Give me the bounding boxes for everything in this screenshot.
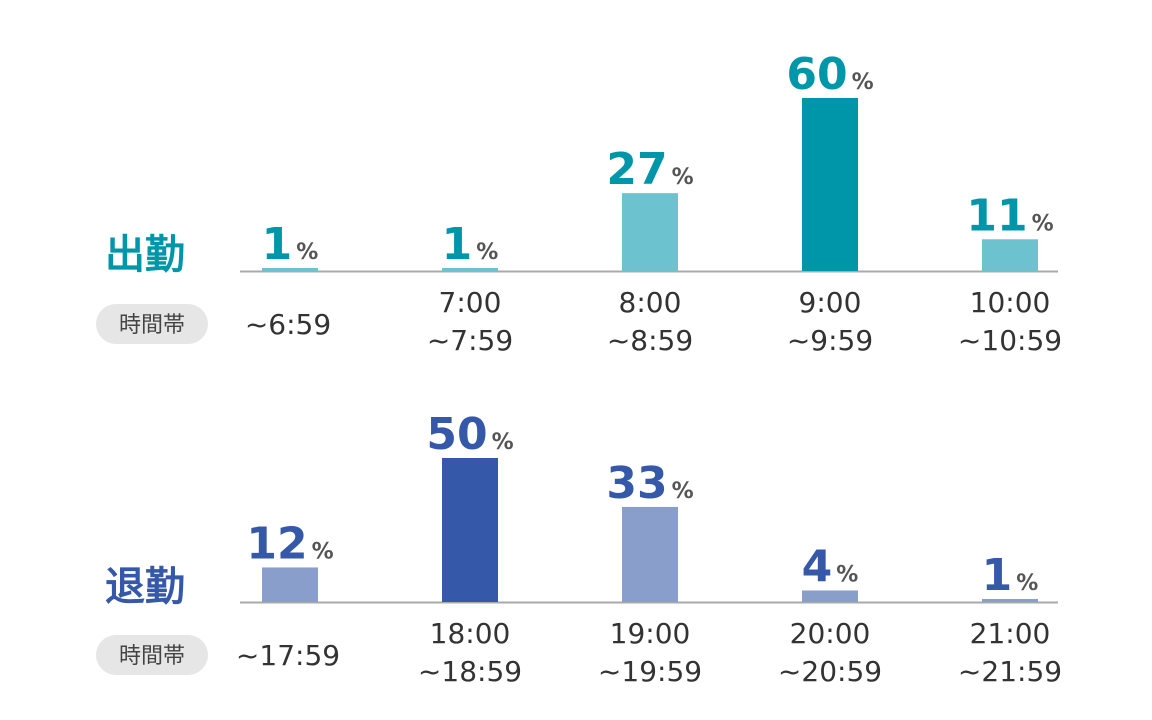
data-label-unit: %	[476, 240, 498, 265]
bar	[442, 268, 498, 271]
bars-departure: 12 % ~17:59 50 % 18:00 ~18:59 33 % 19:00 ~19:59 4 % 2…	[236, 409, 1062, 688]
data-label: 60%	[786, 49, 873, 100]
data-label: 1%	[982, 550, 1039, 601]
bar	[802, 590, 858, 602]
data-label-unit: %	[296, 240, 318, 265]
xaxis-label-arrival: 時間帯	[119, 313, 185, 338]
bar	[982, 239, 1038, 271]
data-label-value: 50	[426, 409, 487, 460]
bars-arrival: 1 % ~6:59 1 % 7:00 ~7:59 27 % 8:00 ~8:59 60 % 9:00 ~9:…	[240, 49, 1062, 357]
data-label-unit: %	[1016, 571, 1038, 596]
tick-label: 21:00 ~21:59	[958, 617, 1062, 688]
tick-label: 20:00 ~20:59	[778, 617, 882, 688]
data-label-value: 11	[966, 190, 1027, 241]
panel-title-departure: 退勤	[105, 564, 185, 610]
tick-label: 9:00 ~9:59	[787, 286, 873, 357]
xaxis-label-departure: 時間帯	[119, 644, 185, 669]
data-label-value: 1	[442, 219, 473, 270]
data-label-value: 1	[262, 219, 293, 270]
data-label-unit: %	[312, 539, 334, 564]
tick-label: 18:00 ~18:59	[418, 617, 522, 688]
bar	[982, 599, 1038, 602]
panel-departure: 退勤 時間帯 12 % ~17:59 50 % 18:00 ~18:59 33 % 19:00 ~1…	[96, 409, 1062, 688]
data-label: 12%	[246, 518, 333, 569]
bar	[262, 567, 318, 602]
panel-arrival: 出勤 時間帯 1 % ~6:59 1 % 7:00 ~7:59 27 % 8:00 ~8:59 60%…	[96, 49, 1062, 357]
data-label-value: 4	[802, 541, 833, 592]
data-label: 1%	[442, 219, 499, 270]
data-label-unit: %	[492, 430, 514, 455]
axis-label-pill-departure	[96, 635, 208, 675]
bar	[622, 193, 678, 271]
panel-title-arrival: 出勤	[105, 232, 185, 278]
data-label-unit: %	[836, 562, 858, 587]
tick-label: 8:00 ~8:59	[607, 286, 693, 357]
data-label-unit: %	[672, 165, 694, 190]
data-label-unit: %	[672, 479, 694, 504]
tick-label: ~6:59	[245, 308, 331, 341]
bar	[802, 98, 858, 271]
tick-label: 19:00 ~19:59	[598, 617, 702, 688]
data-label-value: 12	[246, 518, 307, 569]
axis-label-pill-arrival	[96, 304, 208, 344]
data-label: 27%	[606, 144, 693, 195]
data-label: 11%	[966, 190, 1053, 241]
data-label-value: 27	[606, 144, 667, 195]
data-label-value: 1	[982, 550, 1013, 601]
data-label-unit: %	[852, 70, 874, 95]
data-label-unit: %	[1032, 211, 1054, 236]
bar	[442, 458, 498, 602]
tick-label: ~17:59	[236, 639, 340, 672]
data-label: 50%	[426, 409, 513, 460]
data-label: 4%	[802, 541, 859, 592]
data-label: 33%	[606, 458, 693, 509]
data-label-value: 33	[606, 458, 667, 509]
bar	[262, 268, 318, 271]
tick-label: 7:00 ~7:59	[427, 286, 513, 357]
bar	[622, 506, 678, 602]
tick-label: 10:00 ~10:59	[958, 286, 1062, 357]
data-label-value: 60	[786, 49, 847, 100]
data-label: 1%	[262, 219, 319, 270]
